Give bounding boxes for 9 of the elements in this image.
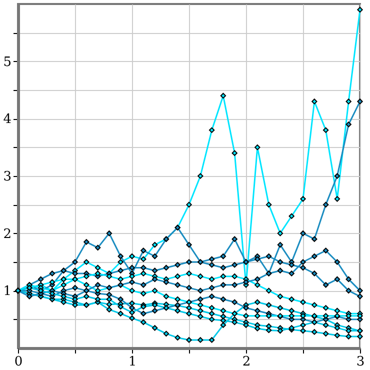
x-tick-label: 1 [128, 354, 137, 370]
y-tick-label: 1 [3, 284, 12, 300]
y-tick-label: 3 [3, 170, 12, 184]
y-tick-label: 2 [3, 226, 12, 242]
x-tick-label: 2 [242, 354, 251, 370]
y-tick-label: 4 [3, 112, 12, 128]
x-tick-label: 3 [356, 354, 365, 370]
x-tick-label: 0 [14, 354, 23, 370]
y-tick-label: 5 [3, 54, 12, 70]
